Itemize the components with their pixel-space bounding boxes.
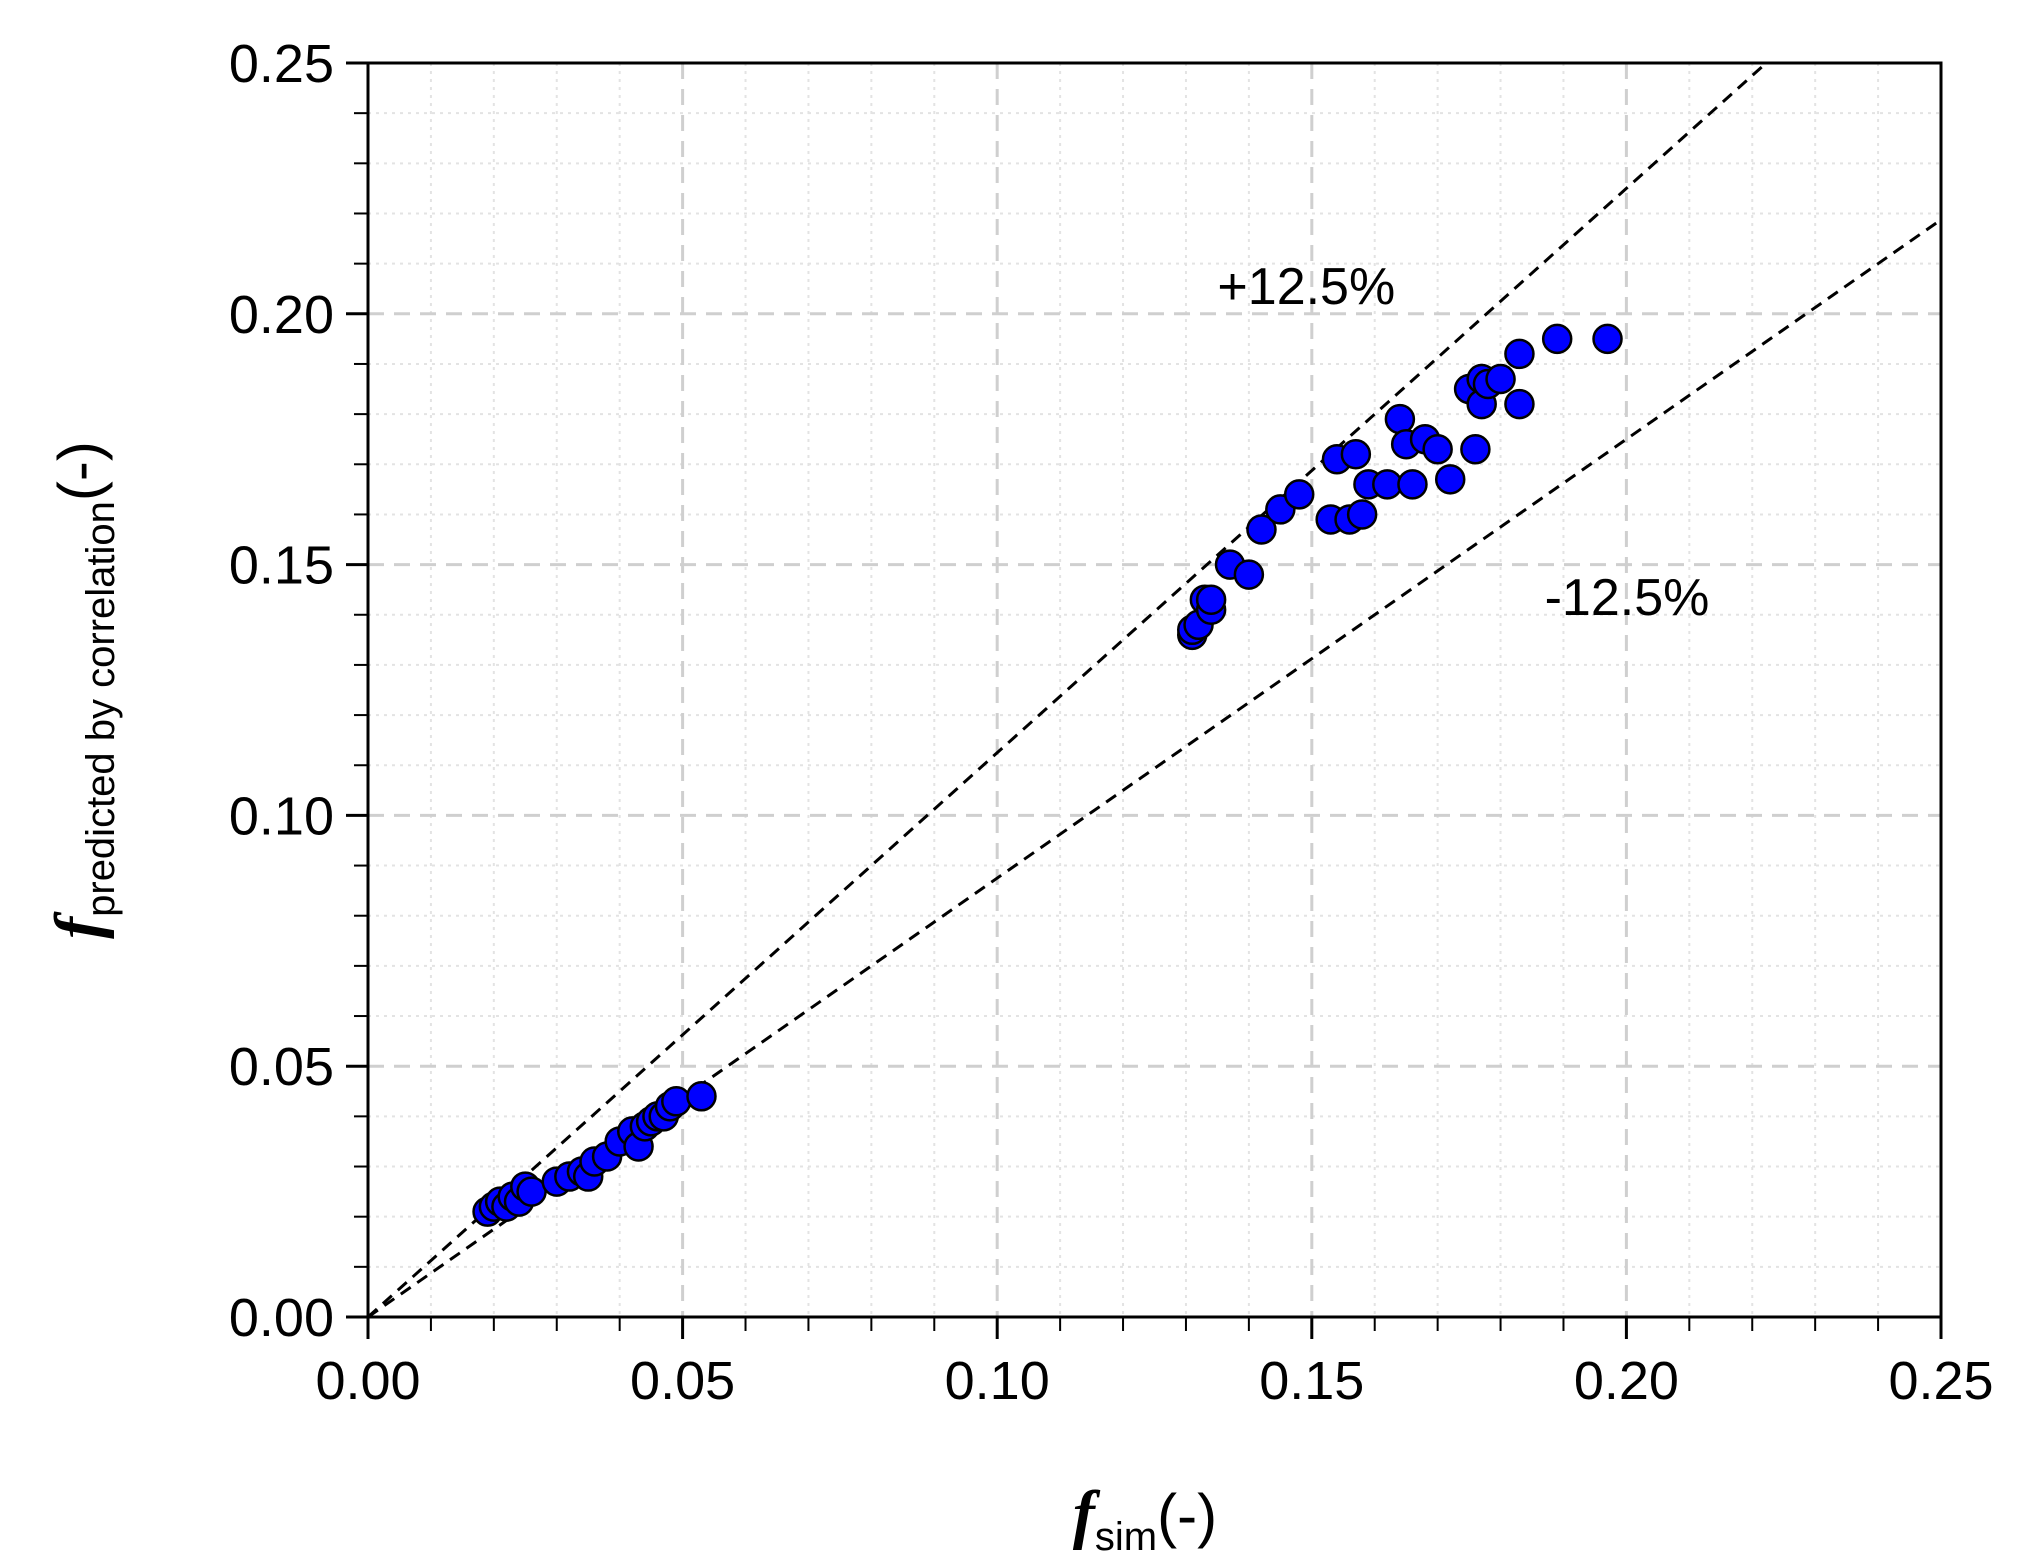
y-tick-label: 0.10 — [229, 786, 334, 846]
minor-gridlines — [368, 63, 1941, 1317]
y-axis-tick-labels: 0.00 0.05 0.10 0.15 0.20 0.25 — [229, 34, 334, 1348]
data-point — [1592, 323, 1623, 355]
data-point — [1283, 479, 1315, 510]
x-axis-title: fsim(-) — [1073, 1478, 1217, 1559]
data-point — [516, 1176, 547, 1207]
data-point — [1397, 469, 1428, 500]
data-point — [1504, 338, 1535, 370]
data-point — [1384, 403, 1416, 435]
x-tick-label: 0.20 — [1574, 1351, 1679, 1411]
upper-error-label: +12.5% — [1217, 258, 1395, 316]
x-tick-label: 0.25 — [1888, 1351, 1993, 1411]
reference-line-labels: +12.5% -12.5% — [1217, 258, 1709, 627]
data-point — [686, 1081, 717, 1112]
data-point — [1233, 559, 1265, 590]
data-point — [1346, 499, 1378, 530]
y-tick-label: 0.15 — [229, 536, 334, 596]
lower-error-label: -12.5% — [1545, 569, 1710, 627]
data-point — [1460, 433, 1491, 465]
plot-area-frame — [366, 61, 1943, 1319]
axis-ticks — [346, 61, 1943, 1339]
data-point — [1340, 438, 1372, 470]
y-tick-label: 0.25 — [229, 34, 334, 94]
y-axis-title: fpredicted by correlation(-) — [42, 441, 123, 939]
data-point — [1434, 464, 1466, 495]
major-gridlines — [368, 63, 1941, 1317]
data-point — [1504, 388, 1535, 420]
data-point — [1422, 433, 1453, 465]
reference-lines — [366, 61, 1942, 1319]
data-point — [1372, 469, 1403, 500]
y-tick-label: 0.00 — [229, 1288, 334, 1348]
data-point — [1485, 363, 1516, 395]
data-point — [1195, 584, 1227, 615]
data-point — [661, 1086, 692, 1117]
data-points — [472, 323, 1623, 1227]
upper-error-line — [366, 61, 1768, 1319]
y-tick-label: 0.20 — [229, 285, 334, 345]
x-tick-label: 0.15 — [1259, 1351, 1364, 1411]
y-tick-label: 0.05 — [229, 1037, 334, 1097]
x-tick-label: 0.05 — [630, 1351, 735, 1411]
x-tick-label: 0.00 — [315, 1351, 420, 1411]
data-point — [1246, 514, 1277, 545]
x-axis-tick-labels: 0.00 0.05 0.10 0.15 0.20 0.25 — [315, 1351, 1993, 1411]
x-tick-label: 0.10 — [945, 1351, 1050, 1411]
data-point — [1541, 323, 1573, 355]
